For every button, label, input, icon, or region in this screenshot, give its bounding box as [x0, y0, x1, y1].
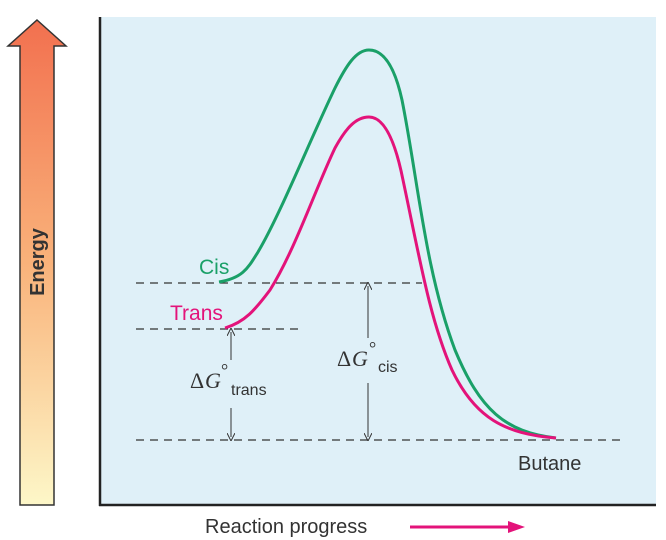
- delta-g-trans-delta: Δ: [190, 368, 204, 393]
- energy-axis-label: Energy: [27, 227, 49, 296]
- trans-label: Trans: [170, 302, 223, 325]
- butane-label: Butane: [518, 453, 581, 475]
- x-axis-label: Reaction progress: [205, 516, 367, 538]
- delta-g-trans-symbol: G: [205, 368, 221, 393]
- cis-curve: [218, 48, 557, 440]
- delta-g-trans-label: Δ G ° trans: [190, 360, 267, 399]
- delta-g-trans-degree: °: [221, 360, 228, 380]
- cis-label: Cis: [199, 256, 229, 279]
- delta-g-cis-subscript: cis: [378, 359, 398, 376]
- delta-g-cis-symbol: G: [352, 346, 368, 371]
- delta-g-cis-degree: °: [369, 338, 376, 358]
- delta-g-cis-label: Δ G ° cis: [337, 338, 398, 376]
- plot-panel: [100, 17, 656, 505]
- delta-g-trans-subscript: trans: [231, 382, 267, 399]
- energy-arrow: [6, 18, 68, 506]
- trans-curve: [224, 115, 557, 440]
- progress-arrow-head: [508, 521, 525, 533]
- delta-g-cis-delta: Δ: [337, 346, 351, 371]
